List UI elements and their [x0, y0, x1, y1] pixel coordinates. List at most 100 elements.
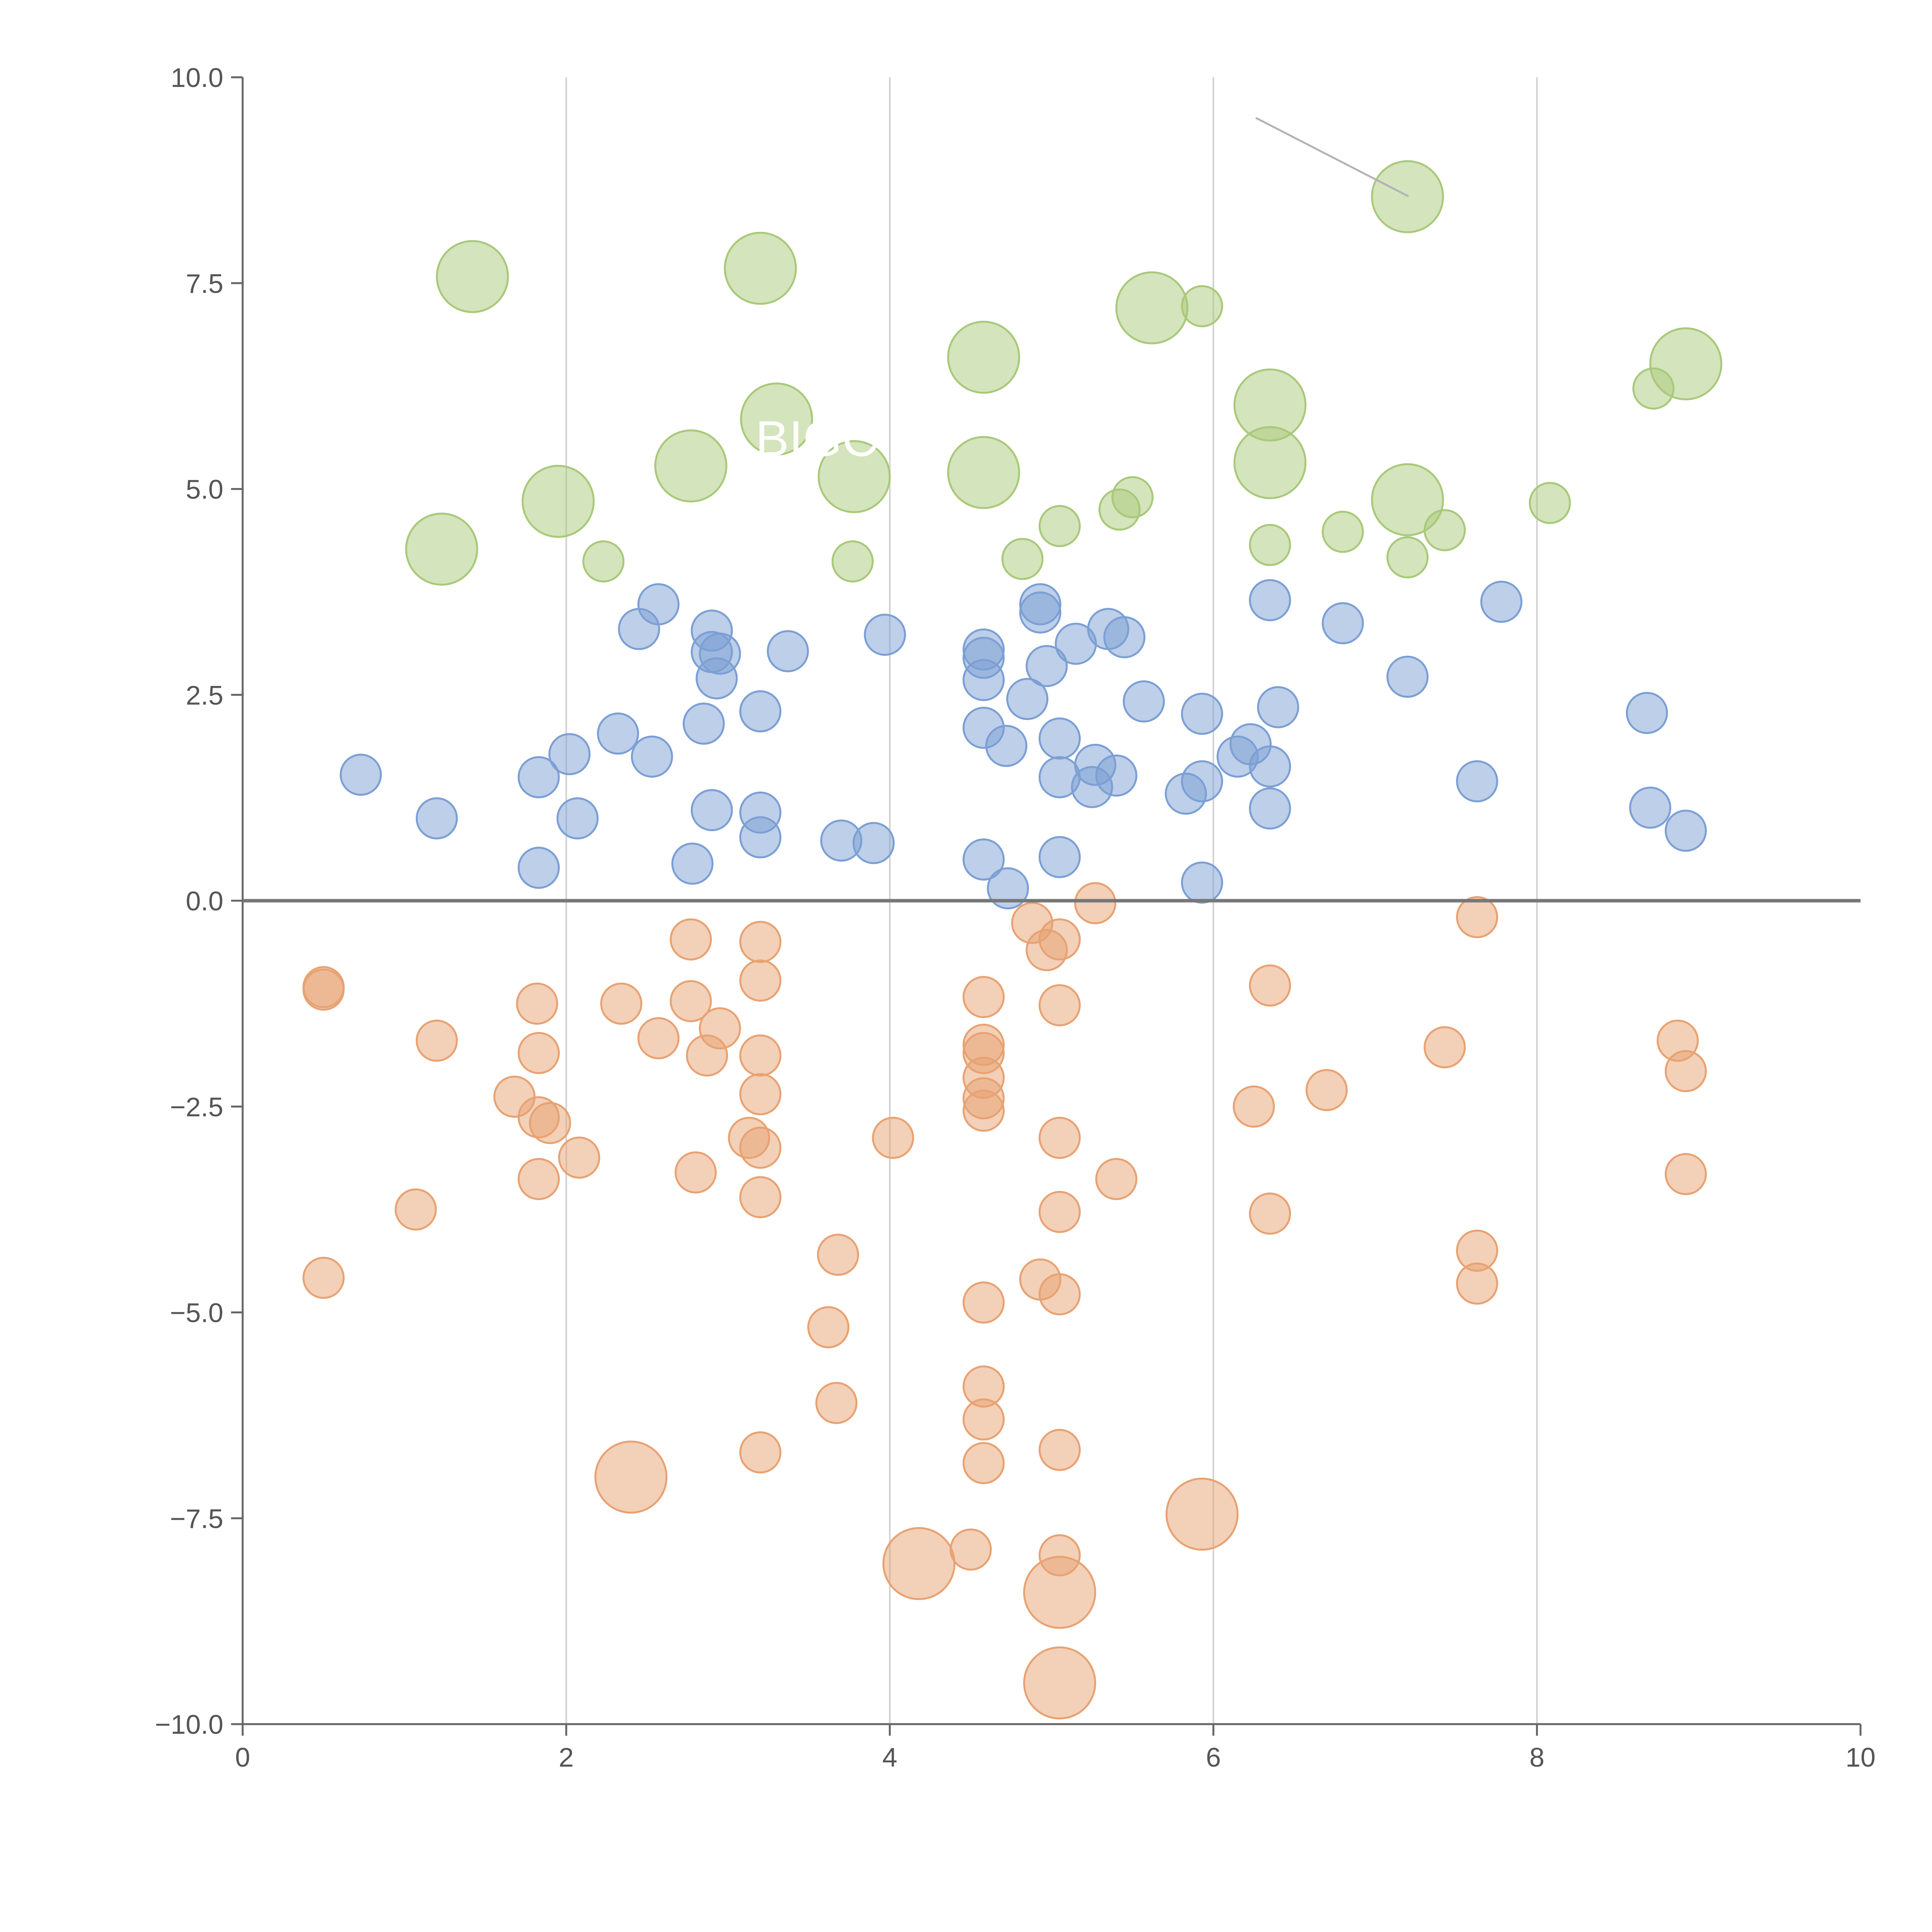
green-point-18 [1038, 505, 1081, 547]
blue-point-58 [963, 838, 1005, 881]
orange-point-60 [739, 1431, 782, 1474]
orange-point-16 [415, 1019, 458, 1062]
orange-point-46 [739, 1176, 782, 1218]
blue-point-1 [618, 608, 660, 650]
orange-point-63 [594, 1440, 668, 1514]
blue-point-35 [340, 753, 382, 796]
green-point-9 [740, 382, 813, 456]
green-point-1 [724, 231, 797, 305]
blue-point-17 [1249, 579, 1291, 621]
green-point-14 [522, 465, 595, 538]
orange-point-15 [1249, 964, 1291, 1007]
points-layer [302, 160, 1723, 1719]
y-tick-label-3: 2.5 [186, 680, 223, 710]
green-point-0 [436, 240, 509, 313]
orange-point-32 [1233, 1085, 1275, 1128]
blue-point-54 [1629, 786, 1672, 829]
orange-point-4 [1456, 896, 1498, 939]
blue-point-45 [1249, 787, 1291, 830]
orange-point-40 [1038, 1117, 1081, 1159]
blue-point-55 [1665, 810, 1707, 852]
annotation-leader-line [1255, 117, 1409, 197]
blue-point-16 [1103, 616, 1146, 658]
orange-point-31 [963, 1089, 1005, 1132]
y-tick-label-6: −5.0 [170, 1298, 223, 1328]
blue-point-36 [517, 756, 560, 798]
x-tick-label-8: 8 [1529, 1742, 1544, 1772]
y-tick-label-7: −7.5 [170, 1503, 223, 1534]
blue-point-41 [1095, 754, 1138, 797]
blue-point-57 [671, 842, 714, 885]
orange-point-56 [807, 1306, 850, 1349]
y-tick-label-5: −2.5 [170, 1092, 223, 1122]
orange-point-36 [558, 1136, 600, 1179]
blue-point-6 [767, 630, 809, 672]
orange-point-44 [1665, 1153, 1707, 1195]
green-point-21 [1529, 482, 1571, 524]
orange-point-7 [739, 959, 782, 1002]
green-point-13 [1233, 426, 1307, 499]
orange-point-64 [949, 1528, 992, 1571]
blue-point-26 [597, 712, 639, 755]
blue-point-21 [1122, 680, 1165, 723]
orange-point-29 [739, 1073, 782, 1116]
orange-point-0 [1074, 882, 1116, 924]
blue-point-49 [690, 789, 733, 832]
blue-point-61 [1181, 861, 1223, 904]
blue-point-24 [1386, 655, 1429, 698]
green-point-2 [1115, 271, 1189, 345]
orange-point-21 [739, 1034, 782, 1077]
y-tick-label-4: 0.0 [186, 886, 223, 916]
orange-point-19 [686, 1034, 728, 1077]
orange-point-5 [670, 918, 712, 961]
blue-point-46 [1456, 760, 1498, 803]
orange-point-68 [1023, 1556, 1096, 1629]
orange-point-14 [1038, 984, 1081, 1027]
green-point-15 [1371, 463, 1444, 536]
orange-point-47 [1038, 1191, 1081, 1233]
orange-point-20 [517, 1032, 560, 1074]
blue-point-47 [415, 797, 458, 840]
orange-point-13 [963, 976, 1005, 1018]
green-point-8 [1632, 367, 1675, 410]
blue-point-48 [556, 797, 599, 840]
orange-point-61 [963, 1442, 1005, 1484]
blue-point-19 [1480, 580, 1522, 623]
blue-point-32 [1038, 717, 1081, 760]
orange-point-6 [739, 921, 782, 963]
orange-point-54 [1038, 1273, 1081, 1316]
blue-point-22 [1181, 692, 1223, 735]
orange-point-43 [1095, 1158, 1138, 1200]
green-point-25 [832, 540, 874, 583]
orange-point-49 [817, 1233, 859, 1276]
x-tick-label-6: 6 [1206, 1742, 1221, 1772]
overlay-layer: BIGC [755, 117, 1409, 467]
orange-point-12 [670, 980, 712, 1022]
orange-point-38 [739, 1126, 782, 1169]
orange-point-48 [1249, 1192, 1291, 1235]
orange-point-17 [637, 1017, 680, 1060]
blue-point-31 [985, 724, 1027, 767]
green-point-23 [405, 512, 478, 586]
orange-point-69 [1023, 1646, 1096, 1719]
y-tick-label-2: 5.0 [186, 474, 223, 505]
axis-layer: 0 2 4 6 8 10 10.0 7.5 5.0 2.5 0.0 −2.5 −5.0 −7.5 −10.0 [155, 63, 1876, 1772]
green-point-24 [582, 540, 625, 583]
orange-point-45 [395, 1188, 437, 1231]
blue-point-12 [1019, 591, 1061, 634]
green-point-20 [1321, 510, 1364, 553]
blue-point-18 [1321, 602, 1364, 645]
x-tick-label-0: 0 [235, 1742, 250, 1772]
orange-point-35 [529, 1102, 571, 1144]
green-point-3 [1181, 285, 1223, 327]
y-tick-label-1: 7.5 [186, 269, 223, 299]
blue-point-20 [1006, 678, 1049, 720]
green-point-12 [947, 436, 1020, 509]
green-point-19 [1423, 509, 1466, 551]
x-tick-label-4: 4 [882, 1742, 897, 1772]
blue-point-10 [963, 659, 1005, 701]
orange-point-42 [674, 1151, 717, 1194]
green-point-17 [1098, 488, 1141, 531]
